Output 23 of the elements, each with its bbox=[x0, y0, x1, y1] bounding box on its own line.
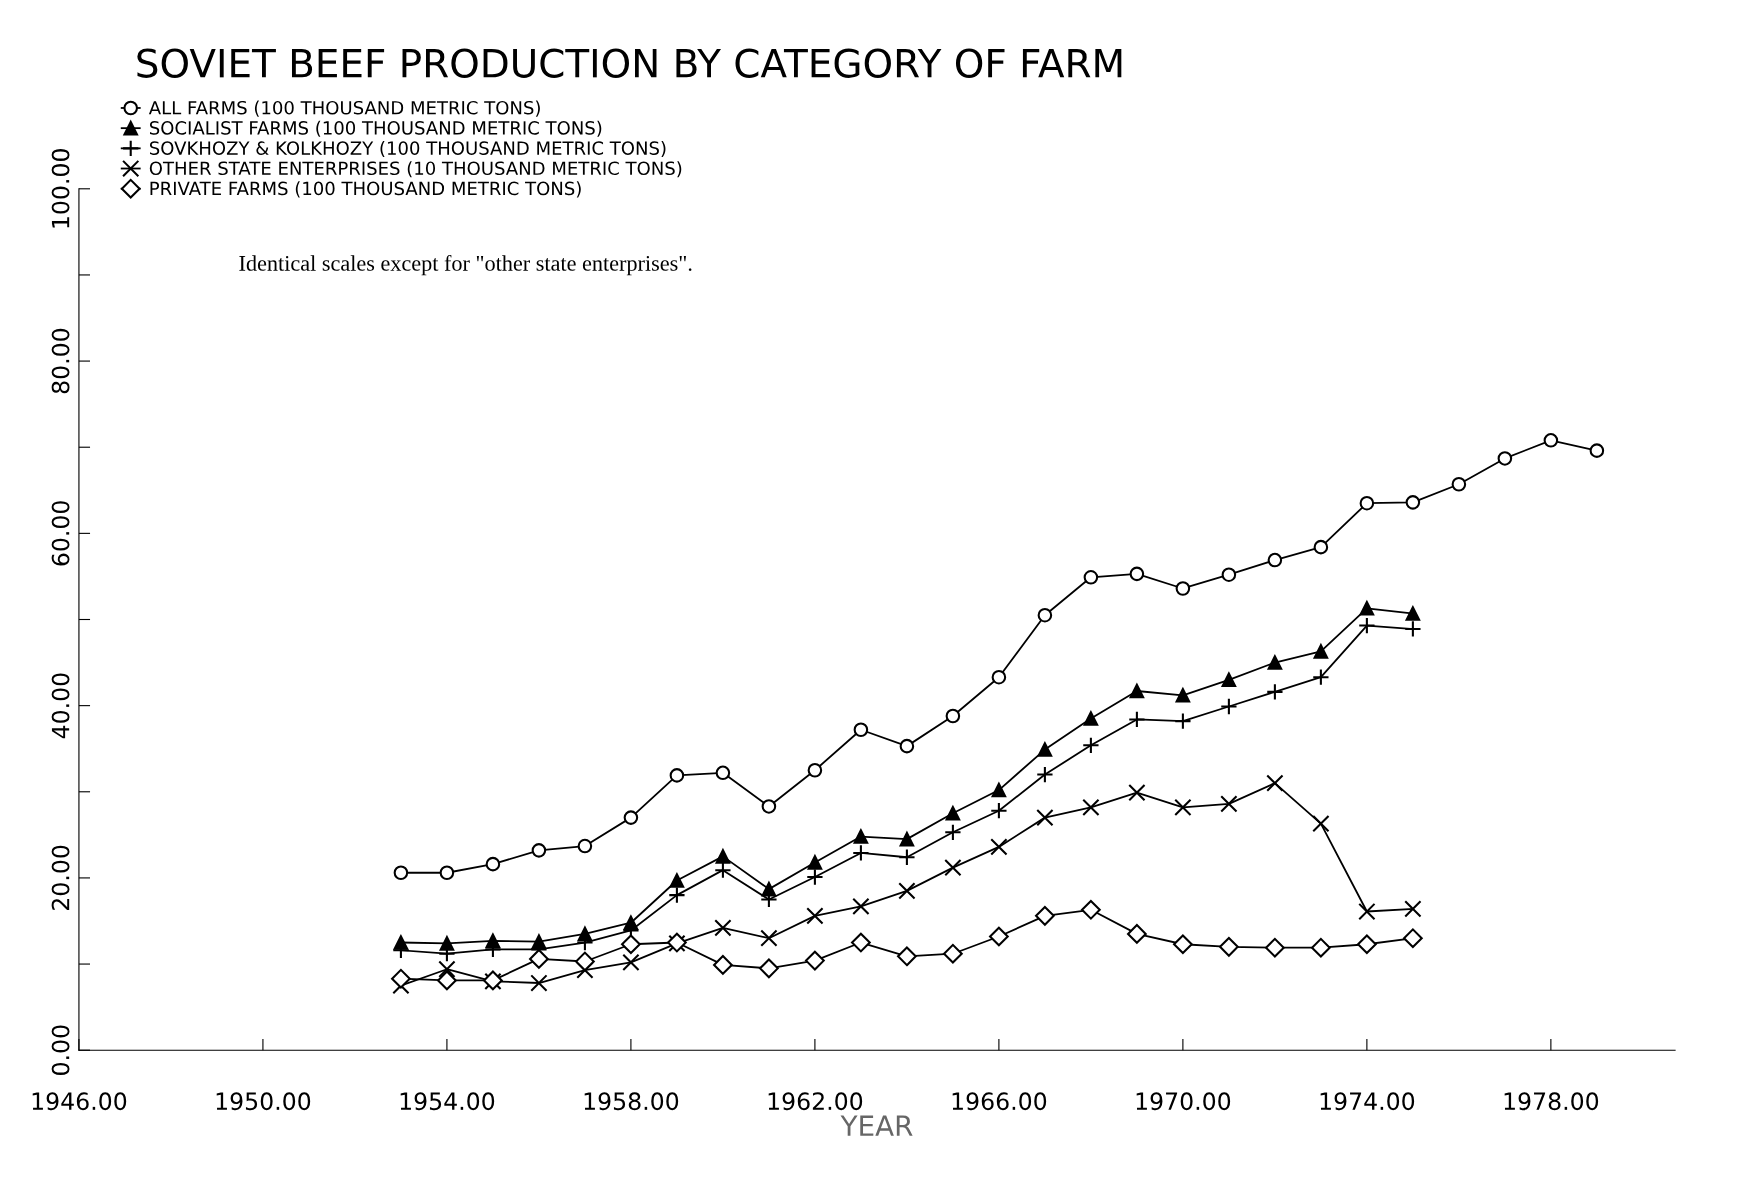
legend-label: SOVKHOZY & KOLKHOZY (100 THOUSAND METRIC TONS) bbox=[149, 140, 666, 158]
x-tick-label: 1970.00 bbox=[1136, 1092, 1231, 1111]
legend-label: SOCIALIST FARMS (100 THOUSAND METRIC TONS) bbox=[149, 120, 602, 137]
x-tick-label: 1974.00 bbox=[1320, 1092, 1415, 1111]
legend-label: OTHER STATE ENTERPRISES (10 THOUSAND METRIC TONS) bbox=[149, 161, 682, 178]
x-axis-title: YEAR bbox=[840, 1115, 913, 1136]
legend-label: ALL FARMS (100 THOUSAND METRIC TONS) bbox=[148, 100, 540, 117]
y-tick-label: 40.00 bbox=[51, 673, 70, 739]
y-tick-label: 100.00 bbox=[51, 149, 70, 228]
legend-label: PRIVATE FARMS (100 THOUSAND METRIC TONS) bbox=[150, 181, 581, 198]
x-tick-label: 1978.00 bbox=[1504, 1092, 1599, 1111]
x-tick-label: 1946.00 bbox=[32, 1092, 127, 1111]
x-tick-label: 1954.00 bbox=[400, 1092, 495, 1111]
annotation: Identical scales except for "other state enterprises". bbox=[239, 254, 692, 276]
x-tick-label: 1966.00 bbox=[952, 1092, 1047, 1111]
y-tick-label: 20.00 bbox=[51, 845, 70, 910]
x-tick-label: 1958.00 bbox=[584, 1092, 679, 1111]
y-tick-label: 0.00 bbox=[51, 1025, 70, 1075]
y-tick-label: 80.00 bbox=[51, 328, 70, 394]
y-tick-label: 60.00 bbox=[51, 501, 70, 566]
chart-title: SOVIET BEEF PRODUCTION BY CATEGORY OF FARM bbox=[137, 48, 1122, 78]
x-tick-label: 1962.00 bbox=[768, 1092, 863, 1111]
x-tick-label: 1950.00 bbox=[216, 1092, 311, 1111]
